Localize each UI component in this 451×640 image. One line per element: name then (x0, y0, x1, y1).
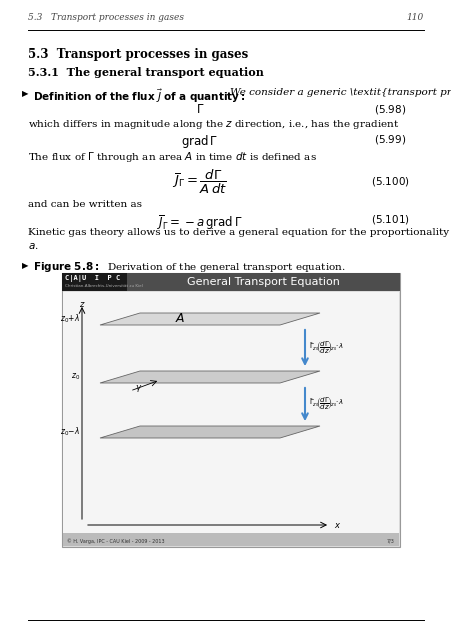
Text: $z_0{+}\lambda$: $z_0{+}\lambda$ (60, 313, 80, 325)
Bar (62, 273, 399, 547)
Text: 7/3: 7/3 (386, 538, 394, 543)
Polygon shape (100, 371, 319, 383)
Text: C|A|U  I  P C: C|A|U I P C (65, 275, 120, 282)
Text: $(5.98)$: $(5.98)$ (373, 103, 405, 116)
Text: $\overline{J}_\Gamma = -a\,\mathrm{grad}\,\Gamma$: $\overline{J}_\Gamma = -a\,\mathrm{grad}… (157, 213, 242, 232)
Text: The flux of $\Gamma$ through an area $A$ in time $dt$ is defined as: The flux of $\Gamma$ through an area $A$… (28, 150, 316, 164)
Text: and can be written as: and can be written as (28, 200, 142, 209)
Text: $\mathbf{Figure\ 5.8:}$  Derivation of the general transport equation.: $\mathbf{Figure\ 5.8:}$ Derivation of th… (33, 260, 345, 274)
Text: © H. Varga, IPC - CAU Kiel - 2009 - 2013: © H. Varga, IPC - CAU Kiel - 2009 - 2013 (67, 538, 164, 544)
Text: $\blacktriangleright$: $\blacktriangleright$ (20, 260, 30, 271)
Text: $(5.99)$: $(5.99)$ (373, 133, 405, 146)
Text: $A$: $A$ (175, 312, 185, 326)
Text: which differs in magnitude along the $z$ direction, i.e., has the gradient: which differs in magnitude along the $z$… (28, 118, 399, 131)
Text: $a$.: $a$. (28, 241, 39, 251)
Text: $x$: $x$ (333, 520, 341, 529)
Text: $\mathbf{Definition\ of\ the\ flux}\ \vec{J}\ \mathbf{of\ a\ quantity:}$: $\mathbf{Definition\ of\ the\ flux}\ \ve… (33, 88, 245, 106)
Text: $\bar{\Gamma}_{z_0}\!\left(\!\dfrac{d\Gamma}{dz}\!\right)_{\!z_0}\!\!\cdot\lambd: $\bar{\Gamma}_{z_0}\!\left(\!\dfrac{d\Ga… (308, 340, 343, 356)
Text: $z_0{-}\lambda$: $z_0{-}\lambda$ (60, 426, 80, 438)
Text: We consider a generic \textit{transport property}: We consider a generic \textit{transport … (230, 88, 451, 97)
Bar (62, 273, 399, 291)
Text: $\Gamma$: $\Gamma$ (195, 103, 204, 116)
Bar (63, 292, 398, 546)
Text: General Transport Equation: General Transport Equation (187, 277, 339, 287)
Text: Kinetic gas theory allows us to derive a general equation for the proportionalit: Kinetic gas theory allows us to derive a… (28, 228, 451, 237)
Polygon shape (100, 313, 319, 325)
Text: $z$: $z$ (78, 300, 85, 309)
Text: $\overline{J}_\Gamma = \dfrac{d\Gamma}{A\,dt}$: $\overline{J}_\Gamma = \dfrac{d\Gamma}{A… (172, 168, 227, 196)
Text: $(5.101)$: $(5.101)$ (370, 213, 409, 226)
Text: $(5.100)$: $(5.100)$ (370, 175, 409, 188)
Bar (62, 273, 127, 291)
Text: $\mathrm{grad}\,\Gamma$: $\mathrm{grad}\,\Gamma$ (181, 133, 218, 150)
Text: 110: 110 (406, 13, 423, 22)
Text: $\blacktriangleright$: $\blacktriangleright$ (20, 88, 30, 99)
Text: 5.3   Transport processes in gases: 5.3 Transport processes in gases (28, 13, 184, 22)
Text: 5.3.1  The general transport equation: 5.3.1 The general transport equation (28, 67, 263, 78)
Text: $\gamma$: $\gamma$ (135, 383, 142, 394)
Text: $\bar{\Gamma}_{z_0}\!\left(\!\dfrac{d\Gamma}{dz}\!\right)_{\!z_0}\!\!\cdot\lambd: $\bar{\Gamma}_{z_0}\!\left(\!\dfrac{d\Ga… (308, 396, 343, 412)
Text: 5.3  Transport processes in gases: 5.3 Transport processes in gases (28, 48, 248, 61)
Bar (63, 533, 398, 546)
Text: $z_0$: $z_0$ (71, 372, 80, 382)
Text: Christian-Albrechts-Universität zu Kiel: Christian-Albrechts-Universität zu Kiel (65, 284, 143, 288)
Polygon shape (100, 426, 319, 438)
